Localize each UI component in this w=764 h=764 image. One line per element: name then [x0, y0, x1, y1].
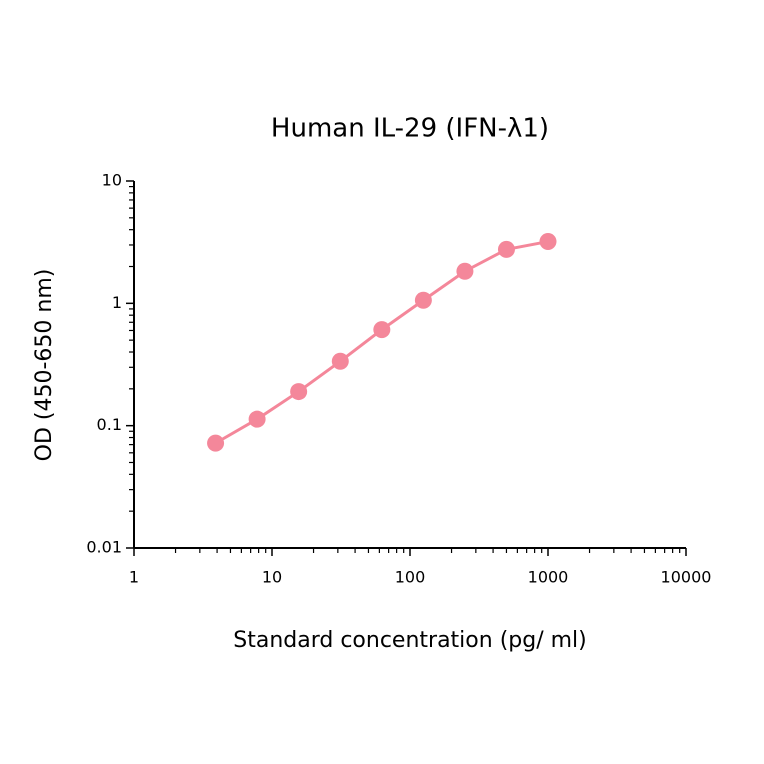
x-tick-label: 1 — [129, 568, 139, 587]
data-point — [207, 434, 225, 452]
x-tick-label: 10000 — [661, 568, 712, 587]
chart-title: Human IL-29 (IFN-λ1) — [271, 114, 549, 144]
data-point — [414, 291, 432, 309]
data-point — [539, 233, 557, 251]
data-line — [214, 240, 549, 445]
x-tick-label: 10 — [262, 568, 282, 587]
y-tick-label: 0.1 — [97, 415, 122, 434]
data-point — [248, 410, 266, 428]
y-axis-label: OD (450-650 nm) — [32, 269, 57, 462]
x-tick-label: 100 — [395, 568, 426, 587]
y-tick-label: 1 — [112, 293, 122, 312]
y-tick-label: 10 — [102, 171, 122, 190]
x-tick-label: 1000 — [528, 568, 569, 587]
data-point — [497, 240, 515, 258]
data-point — [456, 262, 474, 280]
y-tick-label: 0.01 — [86, 538, 122, 557]
data-point — [331, 352, 349, 370]
data-point — [373, 321, 391, 339]
data-point — [290, 383, 308, 401]
x-axis-label: Standard concentration (pg/ ml) — [233, 628, 586, 653]
